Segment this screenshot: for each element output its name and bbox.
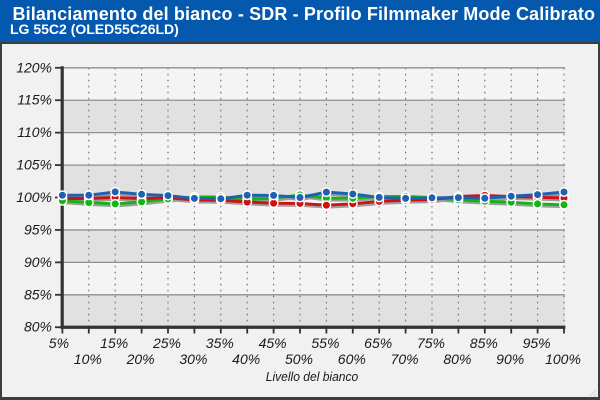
svg-text:120%: 120% <box>16 59 52 75</box>
svg-text:65%: 65% <box>364 335 392 351</box>
svg-text:45%: 45% <box>259 335 287 351</box>
svg-text:5%: 5% <box>49 335 69 351</box>
svg-text:15%: 15% <box>100 335 128 351</box>
svg-text:115%: 115% <box>17 92 52 108</box>
svg-text:85%: 85% <box>24 286 52 302</box>
svg-text:50%: 50% <box>285 351 313 367</box>
svg-text:25%: 25% <box>152 335 181 351</box>
svg-text:LG 55C2 (OLED55C26LD): LG 55C2 (OLED55C26LD) <box>10 21 179 37</box>
svg-text:75%: 75% <box>417 335 445 351</box>
svg-text:40%: 40% <box>232 351 260 367</box>
svg-text:60%: 60% <box>338 351 366 367</box>
svg-text:Livello del bianco: Livello del bianco <box>266 369 359 384</box>
svg-text:110%: 110% <box>17 124 52 140</box>
svg-text:85%: 85% <box>470 335 498 351</box>
svg-text:35%: 35% <box>206 335 234 351</box>
svg-text:30%: 30% <box>179 351 207 367</box>
svg-text:80%: 80% <box>443 351 471 367</box>
svg-text:100%: 100% <box>545 351 581 367</box>
svg-text:90%: 90% <box>496 351 524 367</box>
svg-text:95%: 95% <box>24 221 52 237</box>
svg-text:70%: 70% <box>391 351 419 367</box>
svg-text:90%: 90% <box>24 254 52 270</box>
svg-text:105%: 105% <box>16 157 52 173</box>
svg-text:95%: 95% <box>523 335 551 351</box>
svg-text:20%: 20% <box>126 351 155 367</box>
svg-text:55%: 55% <box>311 335 339 351</box>
svg-text:100%: 100% <box>16 189 52 205</box>
svg-text:Bilanciamento del bianco - SDR: Bilanciamento del bianco - SDR - Profilo… <box>13 4 596 24</box>
svg-text:10%: 10% <box>74 351 102 367</box>
svg-text:80%: 80% <box>24 319 52 335</box>
